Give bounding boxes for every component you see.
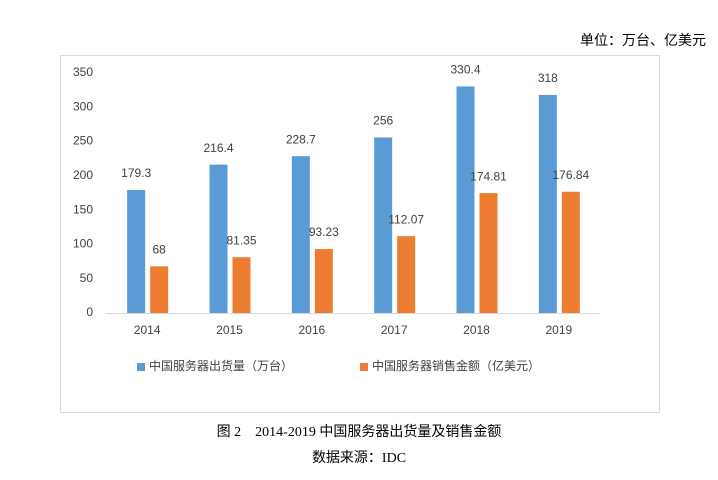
legend-label: 中国服务器出货量（万台） <box>149 358 293 373</box>
y-tick-label: 50 <box>80 271 94 285</box>
data-label: 81.35 <box>226 233 256 247</box>
bar <box>456 86 475 313</box>
x-tick-label: 2015 <box>216 323 243 337</box>
bar <box>127 190 146 313</box>
legend-label: 中国服务器销售金额（亿美元） <box>372 358 540 373</box>
y-tick-label: 250 <box>73 134 93 148</box>
data-label: 179.3 <box>121 166 151 180</box>
data-label: 228.7 <box>286 132 316 146</box>
y-tick-label: 100 <box>73 237 93 251</box>
legend-swatch <box>360 363 368 371</box>
x-tick-label: 2014 <box>134 323 161 337</box>
data-label: 318 <box>538 71 558 85</box>
data-label: 174.81 <box>470 169 507 183</box>
bar <box>209 164 228 313</box>
bar <box>561 191 580 313</box>
y-tick-label: 200 <box>73 168 93 182</box>
y-tick-label: 350 <box>73 65 93 79</box>
bar <box>291 156 310 313</box>
chart-source: 数据来源：IDC <box>312 450 406 466</box>
bar <box>538 94 557 313</box>
chart-frame <box>60 55 660 413</box>
data-label: 93.23 <box>309 225 339 239</box>
data-label: 330.4 <box>450 63 480 77</box>
bar <box>232 257 251 313</box>
data-label: 216.4 <box>203 141 233 155</box>
data-label: 68 <box>152 243 166 257</box>
unit-label: 单位：万台、亿美元 <box>580 33 706 49</box>
bar <box>479 193 498 313</box>
chart-title: 图 2 2014-2019 中国服务器出货量及销售金额 <box>217 423 502 440</box>
y-tick-label: 0 <box>86 305 93 319</box>
data-label: 112.07 <box>388 212 424 226</box>
x-tick-label: 2019 <box>545 323 572 337</box>
bar <box>314 249 333 313</box>
x-tick-label: 2017 <box>381 323 408 337</box>
x-tick-label: 2018 <box>463 323 490 337</box>
data-label: 256 <box>373 114 393 128</box>
data-label: 176.84 <box>552 168 589 182</box>
bar <box>374 137 393 313</box>
legend-swatch <box>137 363 145 371</box>
bar <box>150 266 169 313</box>
y-tick-label: 150 <box>73 202 93 216</box>
bar <box>397 236 416 313</box>
y-tick-label: 300 <box>73 99 93 113</box>
x-tick-label: 2016 <box>298 323 325 337</box>
